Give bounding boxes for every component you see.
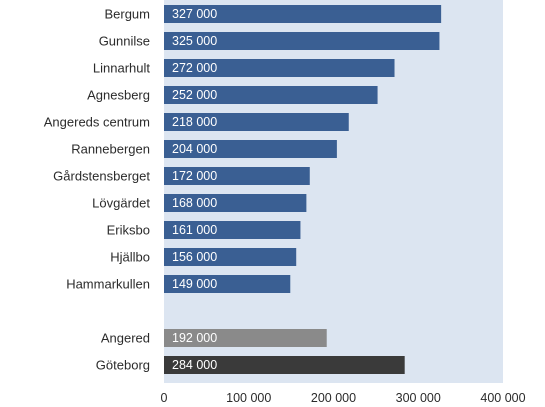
value-label: 218 000 — [172, 115, 217, 129]
bar-angered — [164, 329, 327, 347]
bar-hjällbo — [164, 248, 297, 266]
category-label: Gårdstensberget — [53, 169, 150, 184]
bar-gunnilse — [164, 32, 440, 50]
bar-hammarkullen — [164, 275, 291, 293]
category-label: Eriksbo — [107, 223, 150, 238]
value-label: 284 000 — [172, 358, 217, 372]
category-label: Angereds centrum — [44, 115, 150, 130]
value-label: 204 000 — [172, 142, 217, 156]
plot-background — [164, 0, 503, 383]
x-axis-ticks: 0 100 000 200 000 300 000 400 000 — [161, 391, 526, 405]
value-label: 192 000 — [172, 331, 217, 345]
value-label: 156 000 — [172, 250, 217, 264]
value-label: 252 000 — [172, 88, 217, 102]
bar-lövgärdet — [164, 194, 307, 212]
category-label: Hjällbo — [110, 250, 150, 265]
value-label: 168 000 — [172, 196, 217, 210]
category-label: Angered — [101, 331, 150, 346]
bar-angereds-centrum — [164, 113, 349, 131]
category-label: Rannebergen — [71, 142, 150, 157]
bars-group — [164, 5, 442, 374]
x-tick-label: 400 000 — [480, 391, 525, 405]
bar-rannebergen — [164, 140, 337, 158]
category-label: Gunnilse — [99, 34, 150, 49]
bar-gårdstensberget — [164, 167, 310, 185]
category-label: Linnarhult — [93, 61, 150, 76]
category-label: Göteborg — [96, 358, 150, 373]
value-labels: 327 000 325 000 272 000 252 000 218 000 204 0… — [172, 7, 217, 372]
bar-linnarhult — [164, 59, 395, 77]
bar-eriksbo — [164, 221, 301, 239]
category-label: Hammarkullen — [66, 277, 150, 292]
value-label: 172 000 — [172, 169, 217, 183]
category-labels: Bergum Gunnilse Linnarhult Agnesberg Angered… — [44, 7, 151, 373]
category-label: Bergum — [104, 7, 150, 22]
value-label: 161 000 — [172, 223, 217, 237]
x-tick-label: 300 000 — [396, 391, 441, 405]
x-tick-label: 200 000 — [311, 391, 356, 405]
value-label: 327 000 — [172, 7, 217, 21]
bar-göteborg — [164, 356, 405, 374]
bar-agnesberg — [164, 86, 378, 104]
value-label: 325 000 — [172, 34, 217, 48]
x-tick-label: 0 — [161, 391, 168, 405]
bar-bergum — [164, 5, 442, 23]
value-label: 149 000 — [172, 277, 217, 291]
category-label: Agnesberg — [87, 88, 150, 103]
value-label: 272 000 — [172, 61, 217, 75]
x-tick-label: 100 000 — [226, 391, 271, 405]
category-label: Lövgärdet — [92, 196, 150, 211]
